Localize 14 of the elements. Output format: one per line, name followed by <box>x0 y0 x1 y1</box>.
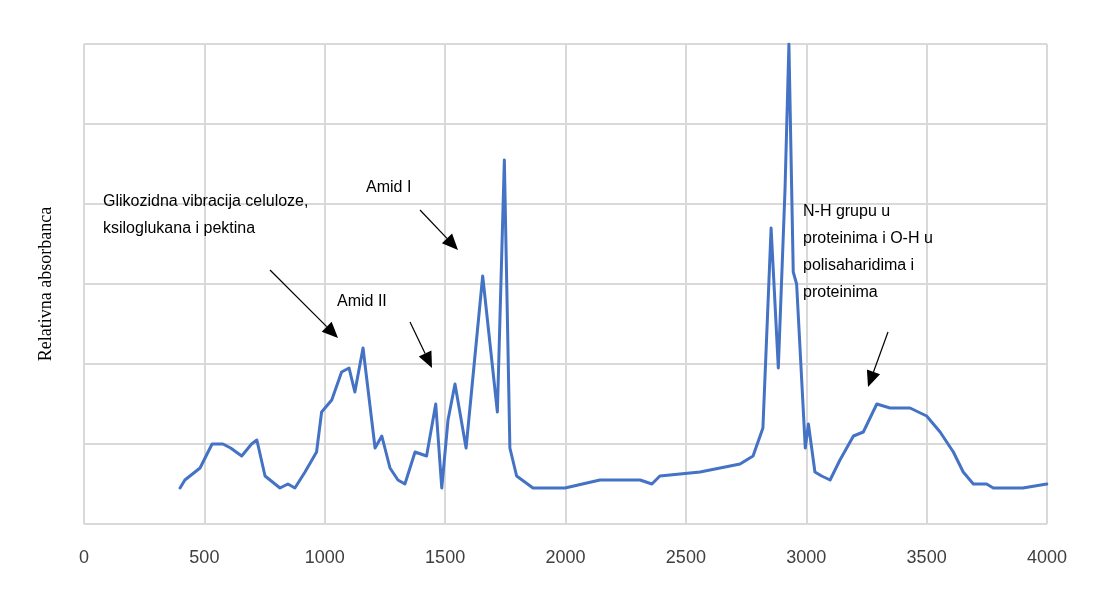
annotation: N-H grupu u proteinima i O-H u polisaharidima i proteinima <box>803 201 934 302</box>
annotation: Glikozidna vibracija celuloze, ksiloglukana i pektina <box>103 191 310 238</box>
x-tick-label: 1500 <box>425 547 466 567</box>
x-tick-label: 3000 <box>786 547 827 567</box>
annotation: Amid II <box>337 291 388 311</box>
x-tick-label: 0 <box>78 547 90 567</box>
x-tick-label: 3500 <box>906 547 947 567</box>
x-tick-label: 500 <box>189 547 220 567</box>
x-tick-label: 1000 <box>304 547 345 567</box>
x-tick-label: 2500 <box>665 547 706 567</box>
y-axis-title: Relativna absorbanca <box>35 206 55 362</box>
x-tick-label: 4000 <box>1026 547 1068 567</box>
annotation: Amid I <box>366 177 413 197</box>
x-tick-label: 2000 <box>545 547 586 567</box>
